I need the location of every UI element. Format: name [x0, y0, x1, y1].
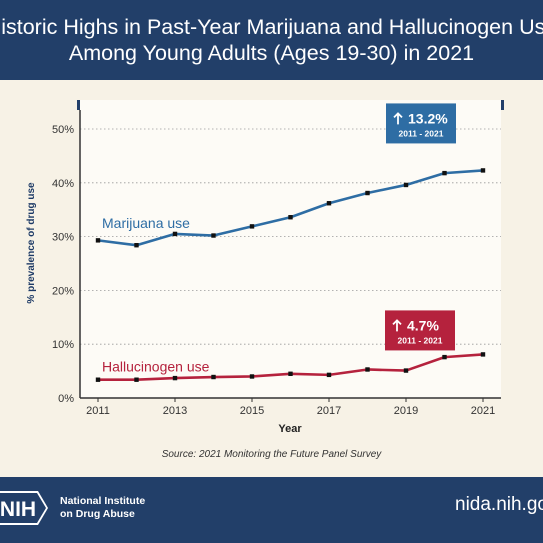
y-tick-label: 0%: [58, 393, 74, 405]
header-banner: Historic Highs in Past-Year Marijuana an…: [0, 0, 543, 80]
x-tick-label: 2011: [86, 405, 110, 417]
y-tick-label: 10%: [52, 339, 74, 351]
marijuana-series-label: Marijuana use: [102, 215, 190, 231]
plot-area: [80, 100, 501, 398]
hallucinogen-data-point: [211, 374, 216, 380]
up-arrow-icon: [392, 319, 402, 332]
x-tick-label: 2013: [163, 405, 187, 417]
hallucinogen-data-point: [288, 371, 293, 376]
marijuana-data-point: [134, 243, 139, 248]
chart-title-line-1: Historic Highs in Past-Year Marijuana an…: [0, 15, 543, 39]
plot-right-accent: [501, 100, 504, 110]
up-arrow-icon: [393, 112, 403, 125]
y-tick-label: 20%: [52, 285, 74, 297]
marijuana-change-value: 13.2%: [408, 110, 448, 126]
hallucinogen-change-value: 4.7%: [407, 317, 439, 333]
line-chart: 0% 10% 20% 30% 40% 50% 2011 2013 2015 2017 2019 202…: [52, 100, 504, 417]
marijuana-data-point: [480, 168, 486, 173]
hallucinogen-change-period: 2011 - 2021: [398, 335, 443, 345]
marijuana-change-period: 2011 - 2021: [399, 128, 444, 138]
hallucinogen-data-point: [134, 377, 139, 382]
nida-org-name: National Institute on Drug Abuse: [60, 495, 145, 521]
chart-title-line-2: Among Young Adults (Ages 19-30) in 2021: [68, 41, 475, 65]
marijuana-data-point: [172, 231, 178, 237]
y-axis-label: % prevalence of drug use: [26, 182, 37, 304]
hallucinogen-data-point: [403, 368, 409, 373]
source-note: Source: 2021 Monitoring the Future Panel…: [161, 449, 382, 460]
org-line-2: on Drug Abuse: [60, 508, 135, 520]
hallucinogen-data-point: [95, 377, 101, 382]
hallucinogen-data-point: [326, 372, 332, 378]
marijuana-data-point: [365, 190, 370, 196]
footer-banner: [0, 477, 543, 543]
plot-left-accent: [77, 100, 80, 110]
y-tick-label: 30%: [52, 232, 74, 244]
nih-logo: NIH: [0, 491, 48, 525]
y-tick-label: 40%: [52, 178, 74, 190]
org-line-1: National Institute: [60, 495, 146, 507]
hallucinogen-data-point: [249, 374, 255, 379]
marijuana-data-point: [211, 233, 216, 238]
nida-url[interactable]: nida.nih.gov: [455, 494, 543, 515]
nih-logo-text: NIH: [0, 498, 36, 521]
hallucinogen-series-label: Hallucinogen use: [102, 359, 210, 375]
hallucinogen-data-point: [442, 354, 447, 360]
marijuana-data-point: [403, 182, 409, 188]
marijuana-data-point: [95, 238, 101, 243]
x-axis-label: Year: [278, 423, 302, 435]
x-tick-label: 2021: [471, 405, 495, 417]
x-tick-label: 2017: [317, 405, 341, 417]
marijuana-data-point: [288, 215, 293, 220]
hallucinogen-data-point: [365, 367, 370, 372]
marijuana-data-point: [442, 170, 447, 176]
x-tick-label: 2019: [394, 405, 418, 417]
marijuana-data-point: [326, 201, 332, 206]
x-tick-label: 2015: [240, 405, 264, 417]
marijuana-data-point: [249, 224, 255, 229]
y-tick-label: 50%: [52, 124, 74, 136]
hallucinogen-data-point: [172, 375, 178, 381]
hallucinogen-data-point: [480, 352, 486, 357]
